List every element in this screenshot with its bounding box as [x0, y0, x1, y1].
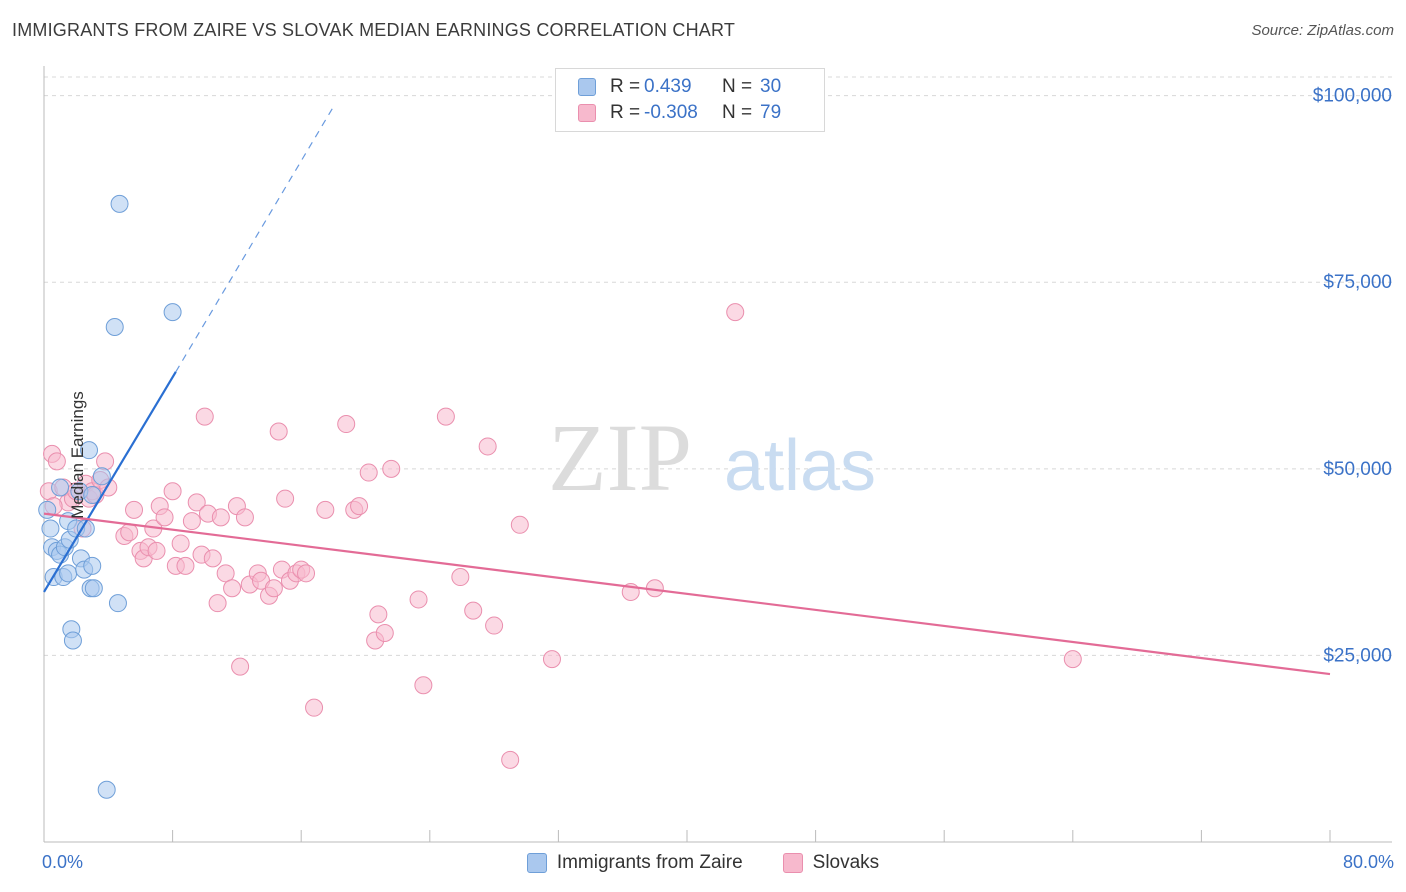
r-label: R = [610, 76, 641, 97]
zaire-legend-swatch [526, 853, 547, 873]
slovak-point [451, 568, 470, 587]
slovak-point [235, 508, 254, 527]
slovak-point [216, 564, 235, 583]
zaire-points [38, 194, 182, 799]
slovak-trend-line [43, 512, 1331, 676]
zaire-point [163, 303, 182, 322]
slovak-point [436, 407, 455, 426]
slovak-point [47, 452, 66, 471]
slovak-point [414, 676, 433, 695]
slovak-point [501, 750, 520, 769]
slovak-n-value: 79 [760, 102, 782, 123]
zaire-point [63, 631, 82, 650]
legend-item-slovaks[interactable]: Slovaks [782, 852, 880, 874]
n-label: N = [722, 76, 753, 97]
zaire-point [105, 318, 124, 337]
slovak-point [269, 422, 288, 441]
slovak-point [382, 459, 401, 478]
legend-row-zaire: R = 0.439 N = 30 [578, 76, 781, 98]
source-credit: Source: ZipAtlas.com [1251, 22, 1394, 39]
gridlines [44, 76, 1392, 656]
slovak-point [171, 534, 190, 553]
zaire-point [41, 519, 60, 538]
slovak-point [264, 579, 283, 598]
zaire-point [97, 780, 116, 799]
series-legend: Immigrants from Zaire Slovaks [0, 852, 1406, 874]
slovak-point [542, 650, 561, 669]
slovak-points [39, 303, 1082, 769]
zaire-point [83, 556, 102, 575]
zaire-trend-extension [175, 106, 334, 373]
zaire-point [84, 579, 103, 598]
slovak-point [176, 556, 195, 575]
slovak-point [211, 508, 230, 527]
chart-title: IMMIGRANTS FROM ZAIRE VS SLOVAK MEDIAN E… [12, 20, 736, 40]
slovak-point [147, 541, 166, 560]
x-tick-max: 80.0% [1342, 852, 1394, 872]
slovak-point [478, 437, 497, 456]
zaire-r-value: 0.439 [644, 76, 692, 97]
slovak-point [1063, 650, 1082, 669]
slovak-point [120, 523, 139, 542]
slovak-point [182, 512, 201, 531]
slovak-legend-label: Slovaks [812, 852, 880, 873]
y-tick-label: $75,000 [1323, 272, 1392, 293]
y-tick-label: $100,000 [1313, 86, 1392, 107]
zaire-point [83, 485, 102, 504]
slovak-point [96, 452, 115, 471]
slovak-point [464, 601, 483, 620]
n-label: N = [722, 102, 753, 123]
y-axis-label: Median Earnings [67, 391, 87, 519]
watermark-atlas: atlas [724, 426, 876, 506]
slovak-point [125, 500, 144, 519]
zaire-legend-label: Immigrants from Zaire [556, 852, 743, 873]
slovak-point [726, 303, 745, 322]
slovak-point [375, 624, 394, 643]
y-tick-label: $50,000 [1323, 459, 1392, 480]
slovak-point [155, 508, 174, 527]
slovak-point [305, 698, 324, 717]
zaire-point [110, 194, 129, 213]
slovak-point [409, 590, 428, 609]
slovak-point [163, 482, 182, 501]
y-tick-labels: $25,000 $50,000 $75,000 $100,000 [1313, 86, 1392, 667]
slovak-swatch [578, 104, 596, 122]
zaire-point [51, 478, 70, 497]
legend-row-slovaks: R = -0.308 N = 79 [578, 102, 781, 124]
slovak-point [337, 415, 356, 434]
slovak-point [510, 515, 529, 534]
zaire-point [108, 594, 127, 613]
slovak-point [359, 463, 378, 482]
slovak-point [195, 407, 214, 426]
zaire-swatch [578, 78, 596, 96]
slovak-legend-swatch [782, 853, 803, 873]
slovak-r-value: -0.308 [644, 102, 698, 123]
legend-item-zaire[interactable]: Immigrants from Zaire [526, 852, 743, 874]
zaire-n-value: 30 [760, 76, 782, 97]
y-tick-label: $25,000 [1323, 645, 1392, 666]
trend-lines [43, 106, 1331, 676]
slovak-point [316, 500, 335, 519]
slovak-point [485, 616, 504, 635]
zaire-point [59, 564, 78, 583]
correlation-legend: R = 0.439 N = 30 R = -0.308 N = 79 [555, 68, 825, 132]
slovak-point [223, 579, 242, 598]
slovak-point [187, 493, 206, 512]
slovak-point [231, 657, 250, 676]
slovak-point [203, 549, 222, 568]
axes [43, 66, 1392, 843]
slovak-point [369, 605, 388, 624]
slovak-point [208, 594, 227, 613]
zaire-point [80, 441, 99, 460]
zaire-point [92, 467, 111, 486]
watermark-zip: ZIP [548, 404, 692, 511]
slovak-point [276, 489, 295, 508]
slovak-point [350, 497, 369, 516]
zaire-trend-line [43, 371, 177, 593]
r-label: R = [610, 102, 641, 123]
x-tick-min: 0.0% [42, 852, 84, 872]
slovak-point [297, 564, 316, 583]
